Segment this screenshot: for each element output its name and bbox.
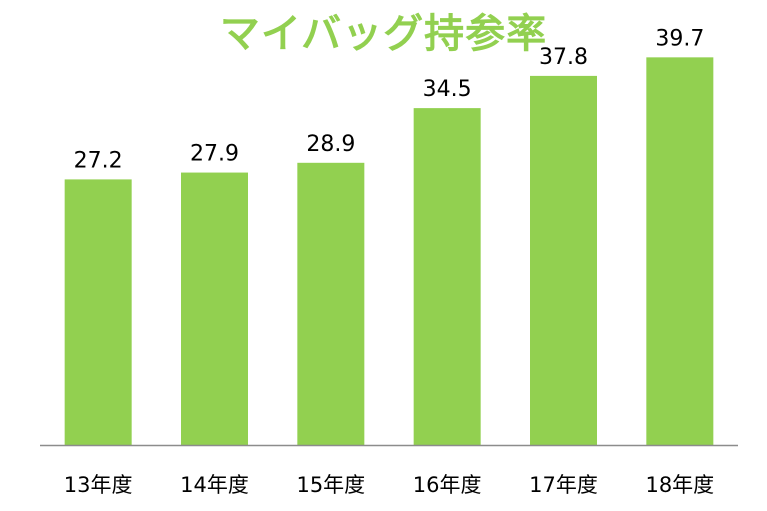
- x-tick-label: 17年度: [529, 473, 598, 497]
- bar-16年度: [413, 108, 481, 445]
- data-label: 37.8: [539, 45, 588, 70]
- chart-title: マイバッグ持参率: [219, 11, 548, 57]
- x-tick-label: 16年度: [413, 473, 482, 497]
- data-label: 39.7: [655, 26, 704, 51]
- x-tick-label: 13年度: [64, 473, 133, 497]
- data-label: 27.2: [74, 148, 123, 173]
- x-tick-labels-group: 13年度 14年度 15年度 16年度 17年度 18年度: [64, 473, 714, 497]
- bar-17年度: [530, 75, 597, 446]
- bar-13年度: [64, 179, 132, 445]
- data-labels-group: 27.2 27.9 28.9 34.5 37.8 39.7: [74, 26, 705, 173]
- x-tick-label: 14年度: [180, 473, 249, 497]
- bar-18年度: [646, 57, 714, 445]
- bar-14年度: [181, 172, 248, 446]
- bars-group: [64, 57, 714, 446]
- x-tick-label: 18年度: [645, 473, 714, 497]
- x-tick-label: 15年度: [296, 473, 365, 497]
- data-label: 27.9: [190, 142, 239, 167]
- bar-15年度: [297, 162, 365, 446]
- data-label: 28.9: [306, 132, 355, 157]
- data-label: 34.5: [423, 77, 472, 102]
